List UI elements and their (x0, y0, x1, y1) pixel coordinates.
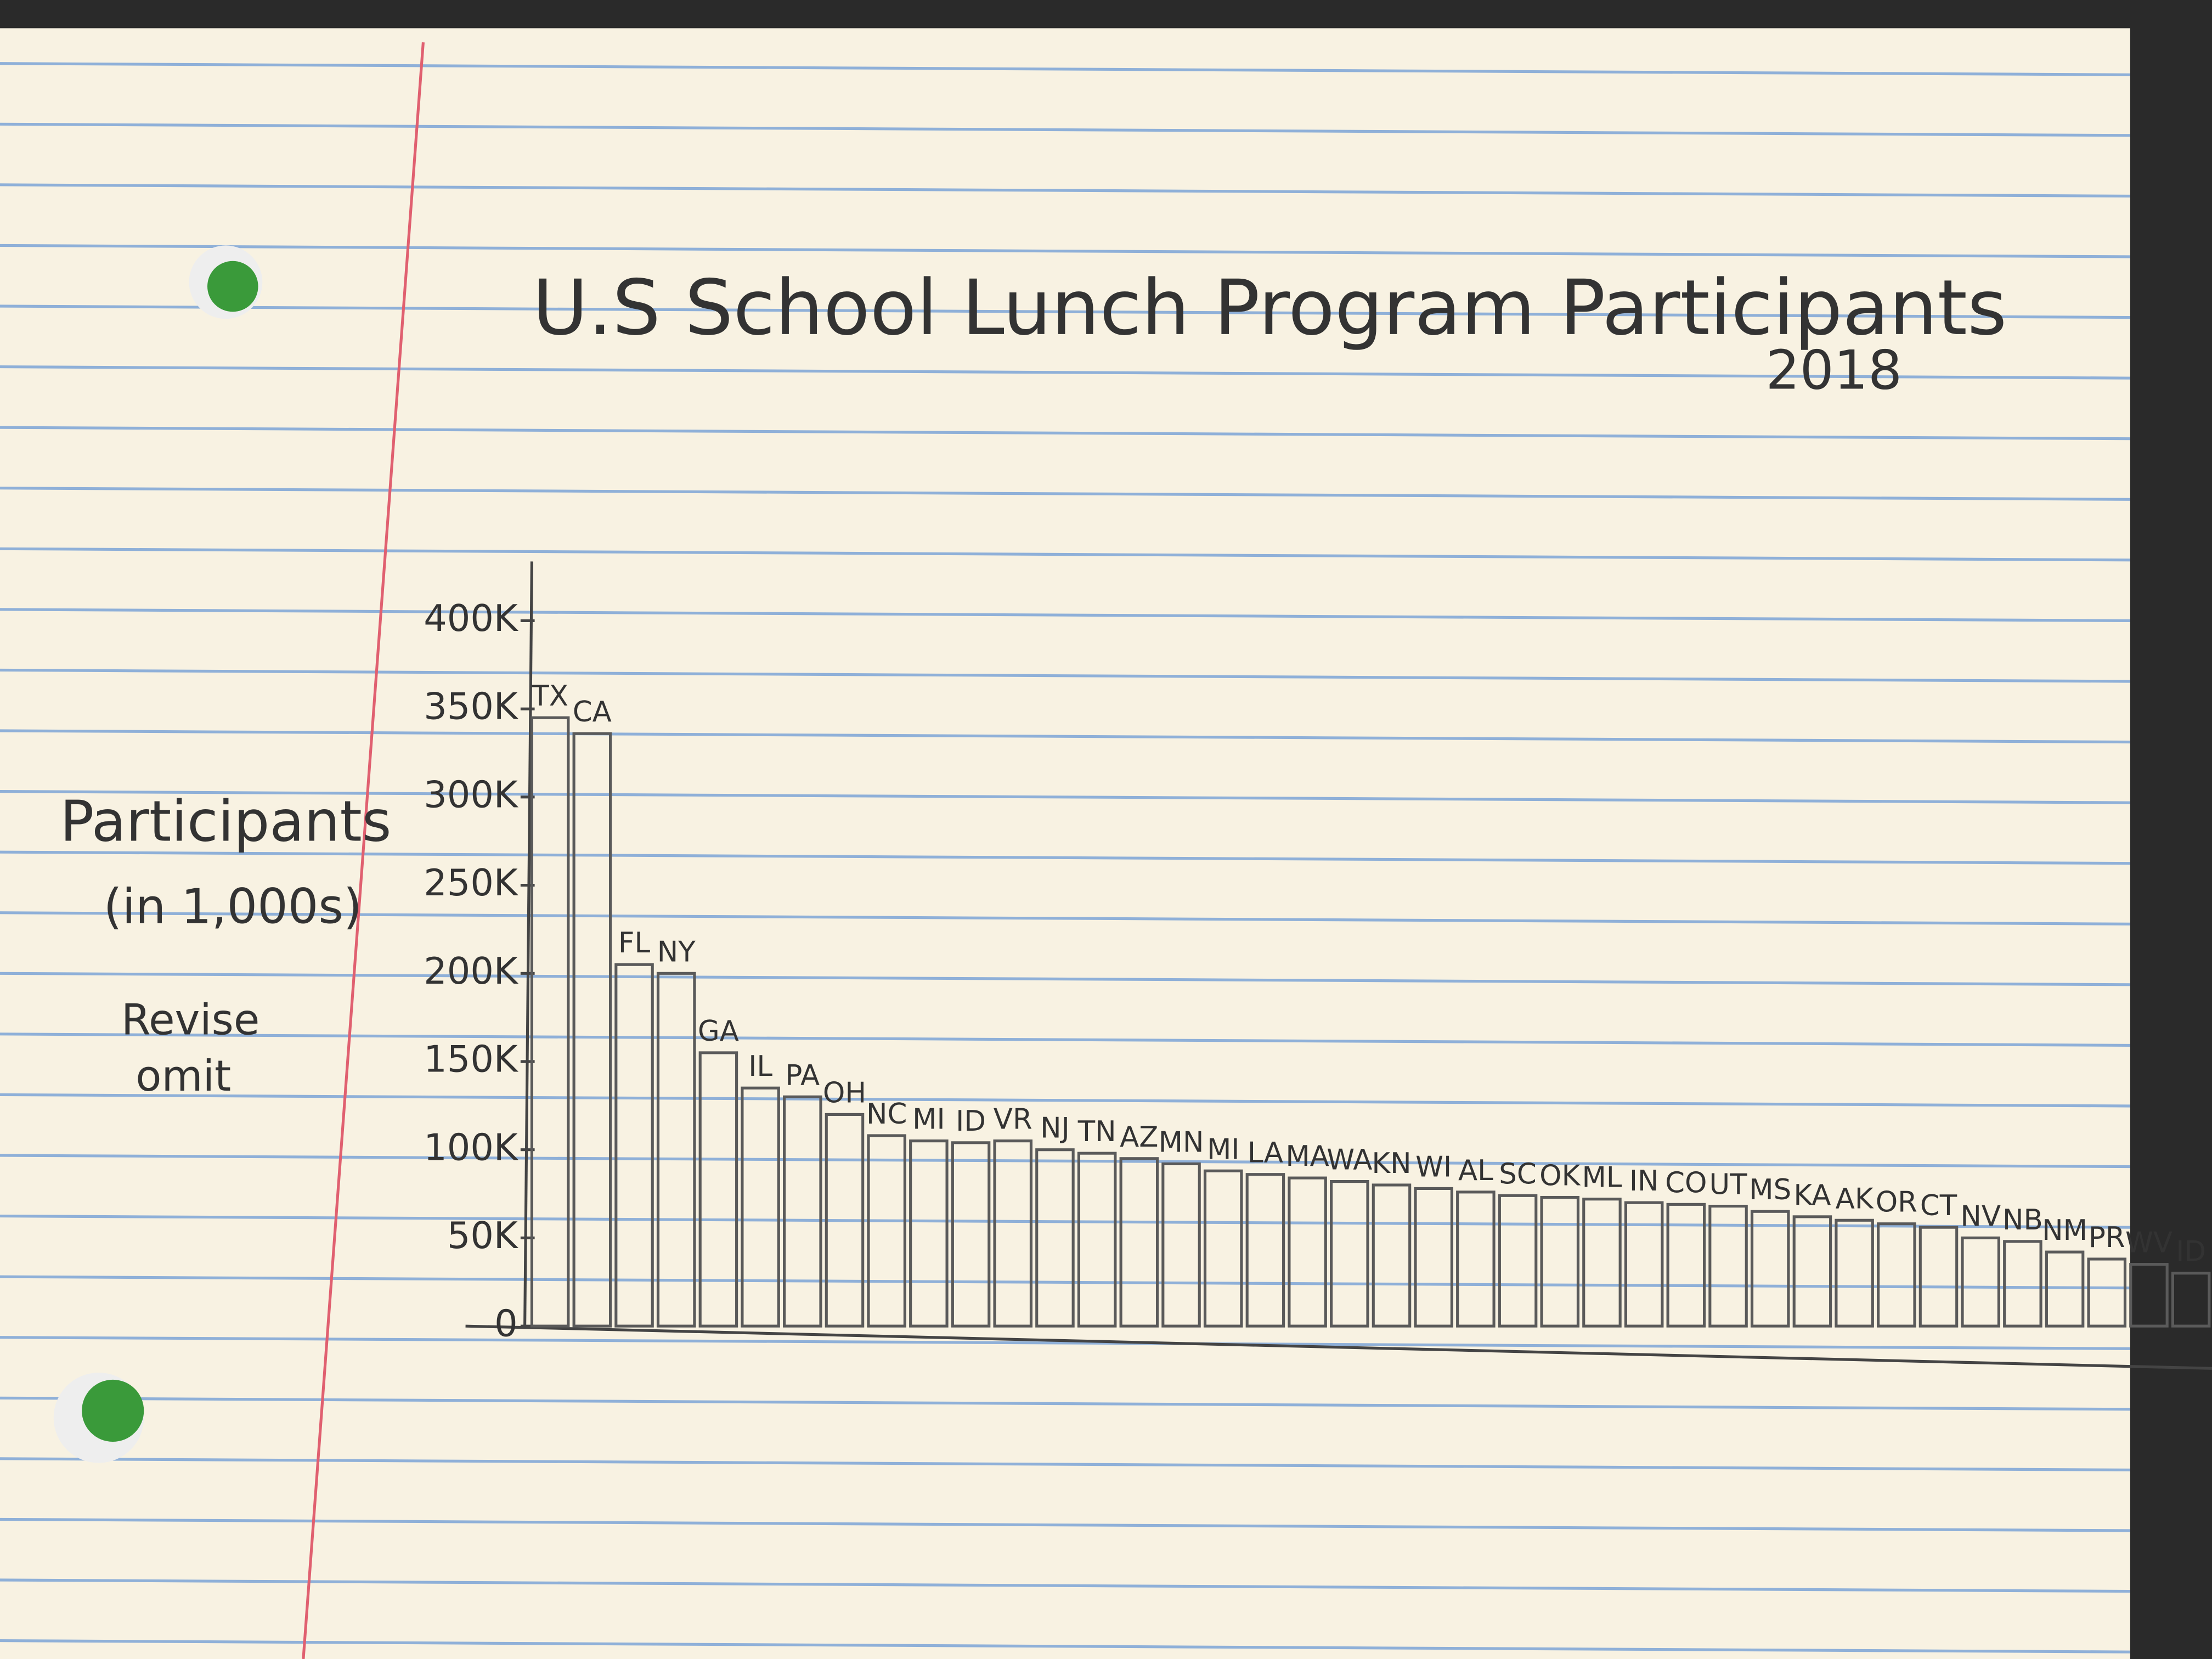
bar (1877, 1222, 1916, 1328)
bar (2045, 1250, 2085, 1328)
annotation: Revise (121, 995, 259, 1045)
x-axis (465, 1324, 2212, 1370)
y-tick-label: 200K (424, 950, 519, 992)
bar (572, 732, 612, 1328)
bar-label: NV (1960, 1200, 2001, 1233)
bar (909, 1139, 949, 1328)
bar-label: NM (2042, 1214, 2087, 1247)
y-tick-label: 0 (494, 1302, 518, 1345)
bar-label: AL (1458, 1154, 1493, 1187)
y-tick-label: 250K (424, 861, 519, 904)
bar (2129, 1263, 2169, 1328)
bar (1203, 1169, 1243, 1328)
y-tick-label: 100K (424, 1126, 519, 1169)
bar-label: NJ (1040, 1112, 1070, 1145)
bar (1666, 1203, 1706, 1328)
bar (783, 1095, 822, 1328)
y-axis (523, 561, 533, 1329)
bar-label: MI (1207, 1133, 1240, 1166)
bar-label: IN (1629, 1165, 1659, 1198)
bar (614, 963, 654, 1328)
bar (1119, 1157, 1159, 1328)
bar-label: CO (1665, 1166, 1707, 1199)
bar-label: UT (1709, 1169, 1748, 1201)
bar (1792, 1215, 1832, 1328)
bar (1918, 1226, 1959, 1328)
bar (1456, 1190, 1496, 1328)
bar-label: NC (866, 1098, 907, 1131)
bar-label: WA (1327, 1144, 1372, 1177)
bar-label: MA (1285, 1140, 1329, 1173)
bar (656, 972, 696, 1328)
bar-label: OK (1539, 1160, 1581, 1193)
chart-title: U.S School Lunch Program Participants (532, 263, 2007, 352)
bar (698, 1051, 738, 1328)
bar-label: NB (2002, 1204, 2043, 1237)
bar-label: OR (1876, 1186, 1917, 1219)
bar-label: GA (698, 1015, 739, 1048)
bar-label: MN (1159, 1126, 1204, 1159)
bar-label: NY (657, 935, 696, 968)
bar-label: CT (1920, 1189, 1957, 1222)
bar (1498, 1194, 1538, 1328)
bar-label: KN (1372, 1147, 1411, 1180)
bar-label: AZ (1120, 1121, 1158, 1154)
bar-label: VR (994, 1103, 1032, 1136)
bar-label: LA (1248, 1137, 1283, 1170)
bar (1835, 1218, 1874, 1328)
bar-label: ML (1582, 1161, 1622, 1194)
bar-label: OH (823, 1076, 866, 1109)
bar-label: MS (1749, 1173, 1791, 1206)
bar (1288, 1176, 1327, 1328)
bar (2087, 1257, 2127, 1328)
bar-label: WI (1415, 1150, 1452, 1183)
y-tick-label: 350K (424, 685, 519, 728)
bar (1961, 1236, 2000, 1328)
bar-label: PA (785, 1059, 820, 1092)
bar (1414, 1187, 1453, 1328)
y-axis-unit: (in 1,000s) (104, 878, 362, 934)
bar (993, 1139, 1033, 1328)
bar-label: WV (2125, 1227, 2172, 1260)
bar (1540, 1195, 1580, 1328)
annotation: omit (136, 1052, 231, 1101)
bar (867, 1134, 906, 1328)
bar-label: SC (1499, 1158, 1537, 1190)
bar (2003, 1240, 2042, 1328)
bar-label: KA (1793, 1179, 1831, 1212)
y-tick-label: 50K (447, 1214, 519, 1257)
bar (1750, 1210, 1790, 1328)
bar (1245, 1173, 1285, 1328)
chart-subtitle: 2018 (1766, 339, 1903, 402)
y-tick-label: 150K (424, 1038, 519, 1081)
bar (825, 1113, 865, 1328)
bar-label: PR (2089, 1221, 2125, 1254)
y-axis-label: Participants (60, 789, 391, 855)
bar-label: FL (618, 927, 651, 960)
bar (741, 1086, 780, 1328)
bar (1035, 1148, 1075, 1328)
bar (1372, 1183, 1412, 1328)
y-tick-label: 300K (424, 773, 519, 816)
bar-label: ID (956, 1105, 986, 1138)
bar-label: AK (1836, 1182, 1874, 1215)
bar (951, 1141, 991, 1328)
bar-label: ID (2176, 1235, 2206, 1268)
bar (1161, 1162, 1201, 1328)
bar (1077, 1152, 1117, 1328)
bar (530, 716, 570, 1328)
paper (0, 28, 2130, 1659)
bar-label: IL (748, 1050, 772, 1083)
y-tick-label: 400K (424, 597, 519, 640)
bar-label: CA (573, 696, 612, 729)
bar-label: MI (912, 1103, 945, 1136)
bar-label: TX (531, 680, 568, 713)
bar (1624, 1201, 1664, 1328)
bar (2171, 1272, 2211, 1328)
bar-label: TN (1077, 1115, 1116, 1148)
bar (1330, 1180, 1369, 1328)
bar (1582, 1198, 1622, 1328)
bar (1708, 1205, 1748, 1328)
